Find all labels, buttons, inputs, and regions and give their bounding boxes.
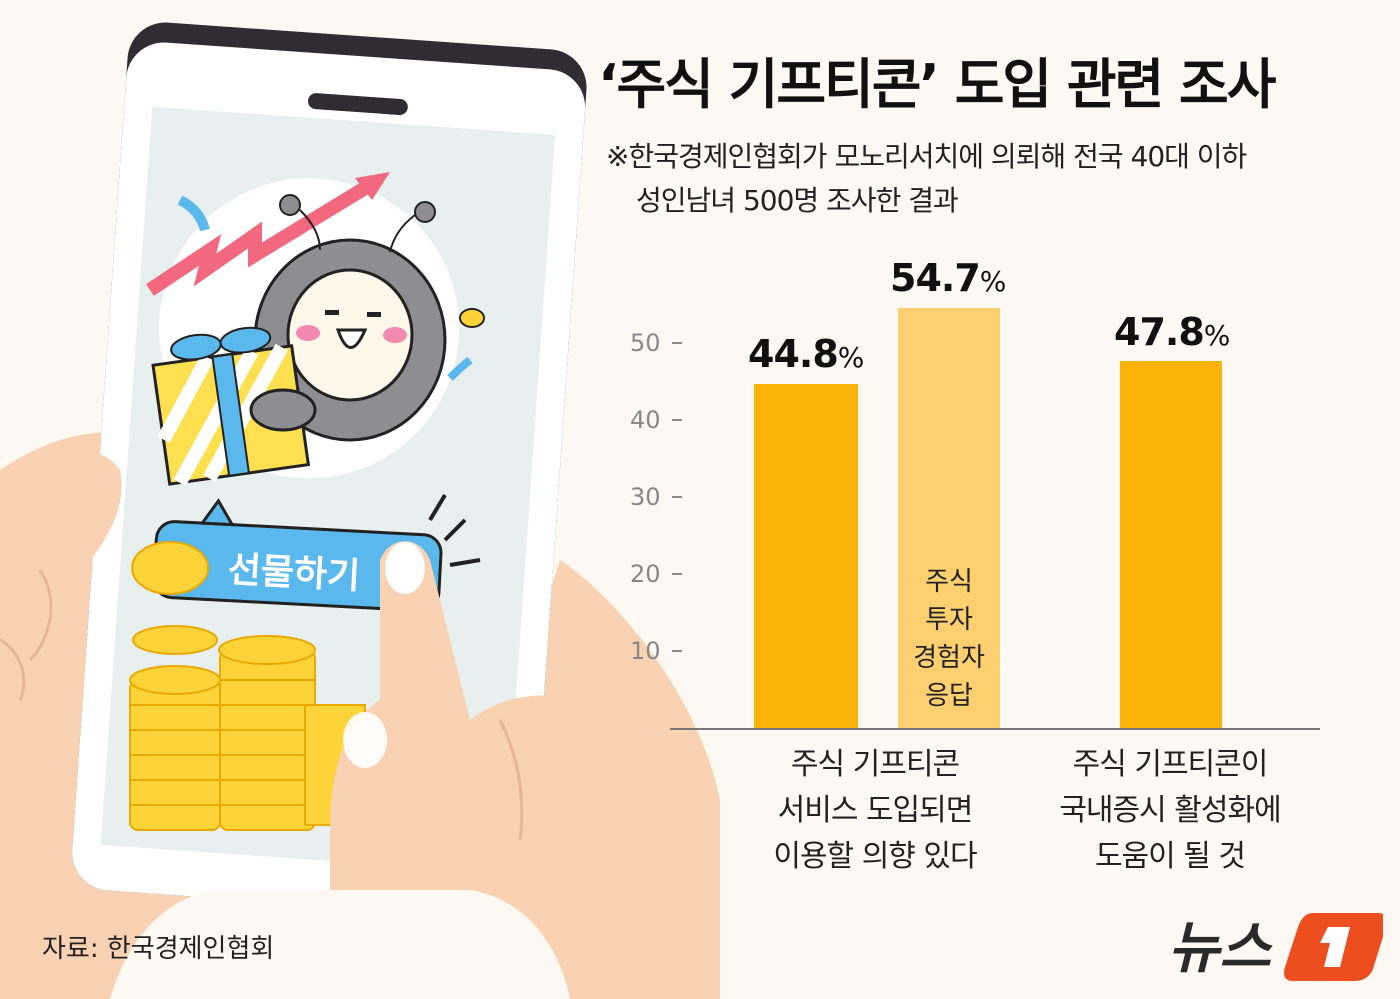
page-title: ‘주식 기프티콘’ 도입 관련 조사 (598, 53, 1276, 116)
category-label-use-intent: 주식 기프티콘 서비스 도입되면 이용할 의향 있다 (773, 747, 977, 874)
logo-text: 뉴스 (1168, 916, 1274, 981)
x-axis-baseline (670, 728, 1320, 730)
survey-note-line1: ※한국경제인협회가 모노리서치에 의뢰해 전국 40대 이하 (606, 140, 1247, 173)
y-tick-40: 40 (630, 406, 690, 434)
bar-chart: 50 40 30 20 10 44.8% 54.7% 주식 투자 경험자 응답 … (600, 250, 1360, 890)
gift-button-label: 선물하기 (227, 550, 361, 598)
survey-note-line2: 성인남녀 500명 조사한 결과 (636, 184, 959, 217)
survey-note: ※한국경제인협회가 모노리서치에 의뢰해 전국 40대 이하 성인남녀 500명… (606, 135, 1247, 223)
bar-value-label: 47.8% (1114, 310, 1230, 354)
bar-investor-use-intent: 주식 투자 경험자 응답 (898, 308, 1000, 729)
y-tick-10: 10 (630, 637, 690, 665)
y-tick-50: 50 (630, 329, 690, 357)
phone-gift-illustration: 선물하기 (0, 22, 720, 999)
y-tick-20: 20 (630, 560, 690, 588)
bar-value-label: 44.8% (748, 332, 864, 376)
bar-value-label: 54.7% (890, 256, 1006, 300)
y-tick-30: 30 (630, 483, 690, 511)
source-note: 자료: 한국경제인협회 (42, 934, 275, 964)
bar-overall-use-intent (754, 384, 858, 729)
investor-response-label: 주식 투자 경험자 응답 (913, 567, 985, 711)
bar-market-boost (1120, 361, 1222, 729)
news1-logo: 뉴스 (1168, 905, 1387, 985)
category-label-market-boost: 주식 기프티콘이 국내증시 활성화에 도움이 될 것 (1059, 747, 1281, 874)
